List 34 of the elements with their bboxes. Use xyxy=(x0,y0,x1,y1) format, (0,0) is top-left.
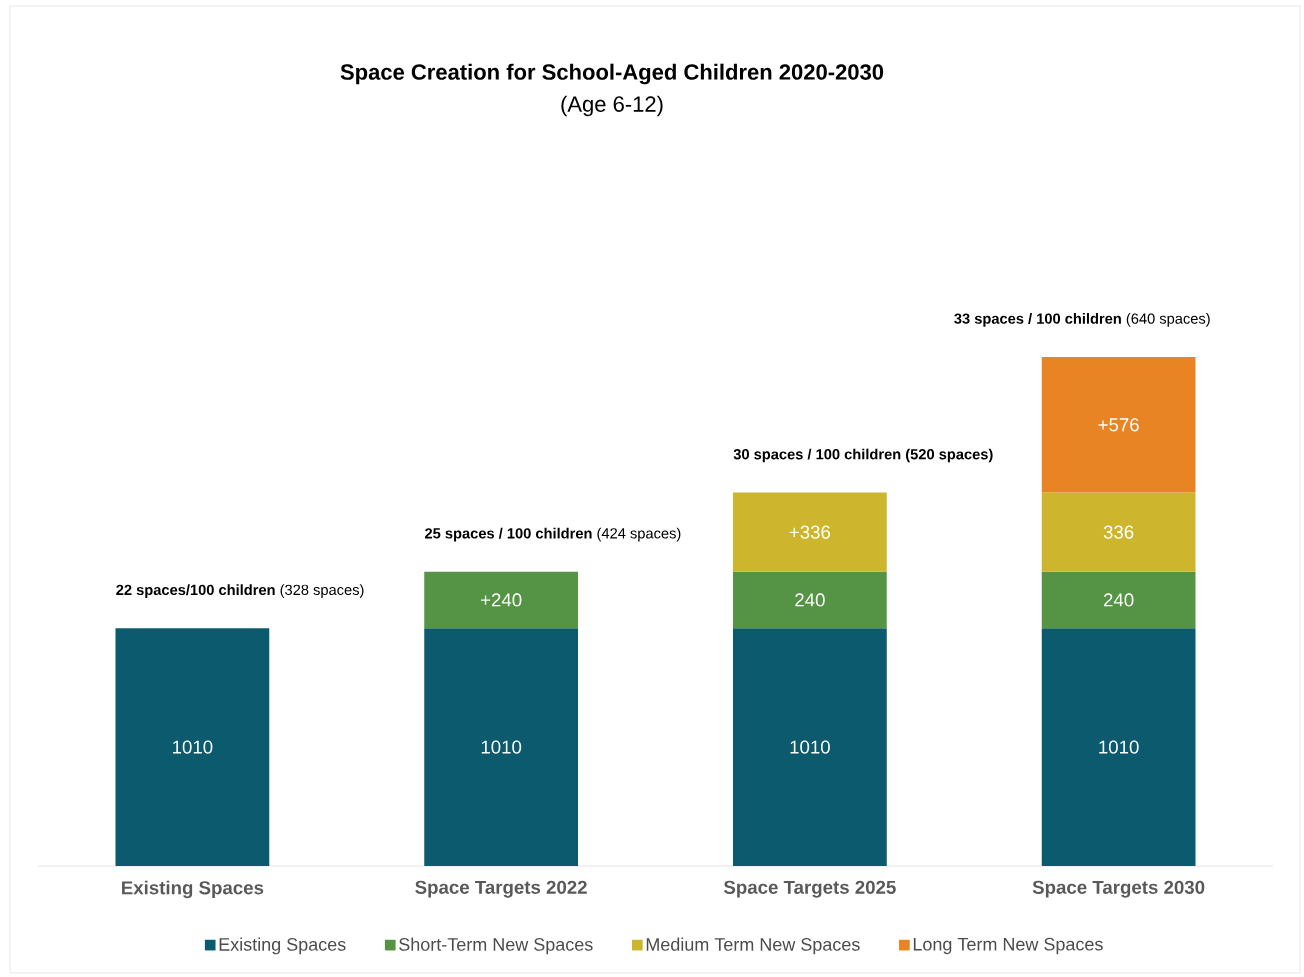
bar xyxy=(1041,628,1196,866)
annotation: 22 spaces/100 children (328 spaces) xyxy=(116,584,364,598)
chart-title: Space Creation for School-Aged Children 2020-2030 xyxy=(340,63,884,85)
bar xyxy=(1041,356,1196,493)
x-tick-label: Space Targets 2025 xyxy=(723,880,896,898)
bar xyxy=(733,492,887,572)
x-tick-label: Space Targets 2022 xyxy=(415,880,587,898)
data-label: 1010 xyxy=(173,740,213,754)
chart-subtitle: (Age 6-12) xyxy=(561,95,663,117)
x-tick-label: Existing Spaces xyxy=(122,880,264,899)
annotation: 33 spaces / 100 children (640 spaces) xyxy=(954,313,1210,327)
bar xyxy=(1041,571,1196,629)
data-label: 1010 xyxy=(1099,740,1139,754)
annotation: 25 spaces / 100 children (424 spaces) xyxy=(425,527,681,542)
bar xyxy=(424,571,579,629)
bar xyxy=(1041,492,1196,572)
bar xyxy=(424,628,579,866)
data-label: +336 xyxy=(789,525,831,539)
data-label: 240 xyxy=(1103,593,1134,607)
x-tick-label: Space Targets 2030 xyxy=(1032,880,1205,898)
bar xyxy=(115,628,270,866)
data-label: 240 xyxy=(795,593,825,607)
bar xyxy=(733,628,887,866)
data-label: 336 xyxy=(1103,525,1134,539)
annotation: 30 spaces / 100 children (520 spaces) xyxy=(733,448,993,463)
data-label: +576 xyxy=(1098,418,1139,432)
legend-label: Long Term New Spaces xyxy=(913,937,1103,955)
bar xyxy=(733,571,887,629)
data-label: +240 xyxy=(481,593,522,607)
data-label: 1010 xyxy=(481,740,522,754)
data-label: 1010 xyxy=(790,740,830,754)
legend-label: Short-Term New Spaces xyxy=(399,937,593,955)
legend-label: Existing Spaces xyxy=(219,937,346,955)
legend-label: Medium Term New Spaces xyxy=(646,937,860,955)
